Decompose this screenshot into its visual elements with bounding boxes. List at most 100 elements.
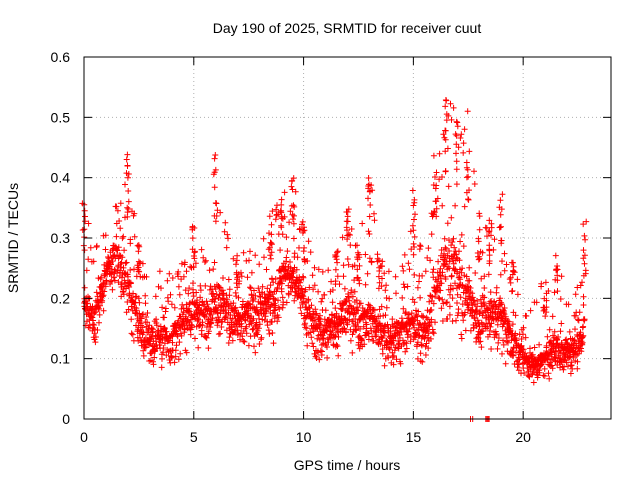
data-point — [128, 303, 135, 310]
data-point — [177, 350, 184, 357]
data-point — [406, 311, 412, 318]
data-point — [217, 310, 224, 317]
data-point — [499, 258, 505, 265]
data-point — [308, 314, 315, 321]
data-point — [212, 166, 219, 173]
data-point — [270, 340, 277, 347]
data-point — [404, 283, 411, 290]
data-point — [505, 339, 511, 346]
data-point — [211, 155, 218, 162]
data-point — [258, 334, 265, 341]
data-point — [96, 311, 103, 318]
data-point — [343, 218, 350, 225]
data-point — [581, 232, 588, 239]
data-point — [287, 259, 293, 265]
data-point — [275, 211, 282, 218]
data-point — [578, 348, 585, 355]
data-point — [120, 291, 127, 298]
data-point — [391, 347, 398, 354]
data-point — [312, 306, 319, 313]
data-point — [401, 284, 408, 291]
data-point — [190, 280, 196, 287]
data-point — [401, 251, 408, 258]
data-point — [507, 328, 514, 335]
data-point — [368, 259, 375, 266]
data-point — [443, 299, 450, 306]
data-point — [467, 285, 474, 291]
data-point — [233, 280, 240, 287]
data-point — [466, 264, 473, 271]
data-point — [442, 103, 449, 110]
data-point — [365, 195, 371, 202]
data-point — [98, 274, 105, 281]
data-point — [117, 267, 124, 274]
data-point — [446, 248, 453, 254]
data-point — [278, 278, 284, 284]
data-point — [580, 332, 587, 339]
data-point — [345, 261, 352, 268]
data-point — [558, 320, 565, 327]
data-point — [371, 307, 378, 314]
data-point — [448, 214, 455, 221]
data-point — [275, 314, 282, 321]
data-point — [264, 285, 271, 292]
data-point — [127, 267, 134, 273]
data-point — [267, 239, 274, 246]
data-point — [209, 315, 216, 322]
data-point — [262, 313, 269, 320]
data-point — [316, 324, 323, 331]
data-point — [171, 359, 178, 366]
data-point — [217, 330, 224, 337]
data-point — [261, 254, 267, 261]
data-point — [159, 355, 165, 362]
data-point — [143, 314, 150, 320]
data-point — [231, 329, 238, 335]
data-point — [138, 315, 145, 322]
data-point — [512, 312, 519, 319]
data-point — [529, 351, 536, 358]
data-point — [450, 104, 457, 111]
data-point — [501, 311, 508, 318]
data-point — [446, 237, 452, 244]
data-point — [580, 247, 587, 254]
data-point — [383, 304, 390, 311]
data-point — [461, 203, 468, 210]
data-point — [319, 348, 325, 355]
data-point — [353, 327, 360, 334]
y-tick-label: 0.2 — [51, 290, 71, 306]
data-point — [181, 259, 188, 266]
data-point — [581, 260, 588, 267]
data-point — [527, 307, 534, 314]
data-point — [454, 300, 460, 306]
data-point — [453, 118, 460, 125]
data-point — [156, 268, 163, 275]
data-point — [123, 259, 130, 266]
data-point — [175, 356, 182, 363]
data-point — [224, 296, 231, 303]
data-point — [440, 300, 447, 307]
data-point — [462, 327, 469, 334]
data-point — [220, 275, 226, 281]
data-point — [389, 354, 396, 361]
data-point — [552, 276, 559, 283]
data-point — [178, 260, 185, 267]
data-point — [457, 238, 464, 245]
data-points — [79, 97, 590, 422]
data-point — [457, 135, 464, 141]
data-point — [214, 207, 221, 214]
data-point — [461, 126, 468, 133]
data-point — [495, 339, 502, 346]
data-point — [163, 352, 170, 359]
data-point — [579, 279, 585, 286]
data-point — [530, 368, 537, 375]
data-point — [549, 365, 556, 372]
data-point — [137, 334, 143, 341]
data-point — [334, 343, 341, 350]
data-point — [554, 288, 561, 295]
data-point — [439, 318, 446, 324]
data-point — [500, 337, 506, 344]
data-point — [405, 328, 412, 335]
data-point — [345, 231, 352, 238]
data-point — [392, 273, 399, 280]
data-point — [175, 283, 182, 290]
